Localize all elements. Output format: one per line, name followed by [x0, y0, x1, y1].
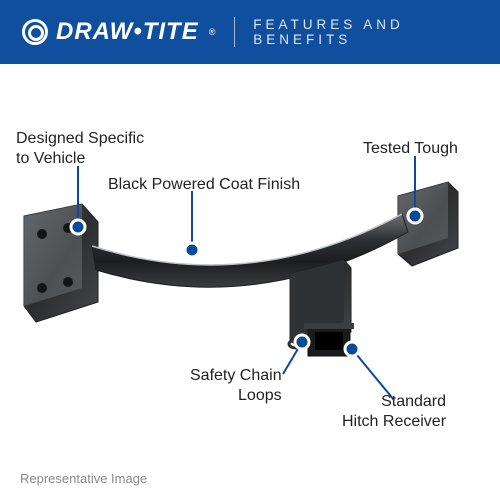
brand-name: DRAW•TITE — [56, 18, 199, 46]
callout-designed: Designed Specificto Vehicle — [16, 129, 144, 169]
header-divider — [234, 17, 235, 47]
hitch-ball-icon — [22, 19, 48, 45]
footer-note: Representative Image — [20, 471, 147, 486]
callout-coat: Black Powered Coat Finish — [108, 175, 300, 195]
registered-mark: ® — [209, 27, 217, 37]
callout-tested: Tested Tough — [363, 139, 458, 159]
header-tagline: FEATURES AND BENEFITS — [253, 17, 478, 47]
brand-logo: DRAW•TITE ® — [22, 18, 216, 46]
callout-loops: Safety ChainLoops — [190, 366, 282, 406]
diagram-canvas: Representative Image Designed Specificto… — [0, 64, 500, 500]
callout-receiver: StandardHitch Receiver — [342, 392, 446, 432]
header-bar: DRAW•TITE ® FEATURES AND BENEFITS — [0, 0, 500, 64]
